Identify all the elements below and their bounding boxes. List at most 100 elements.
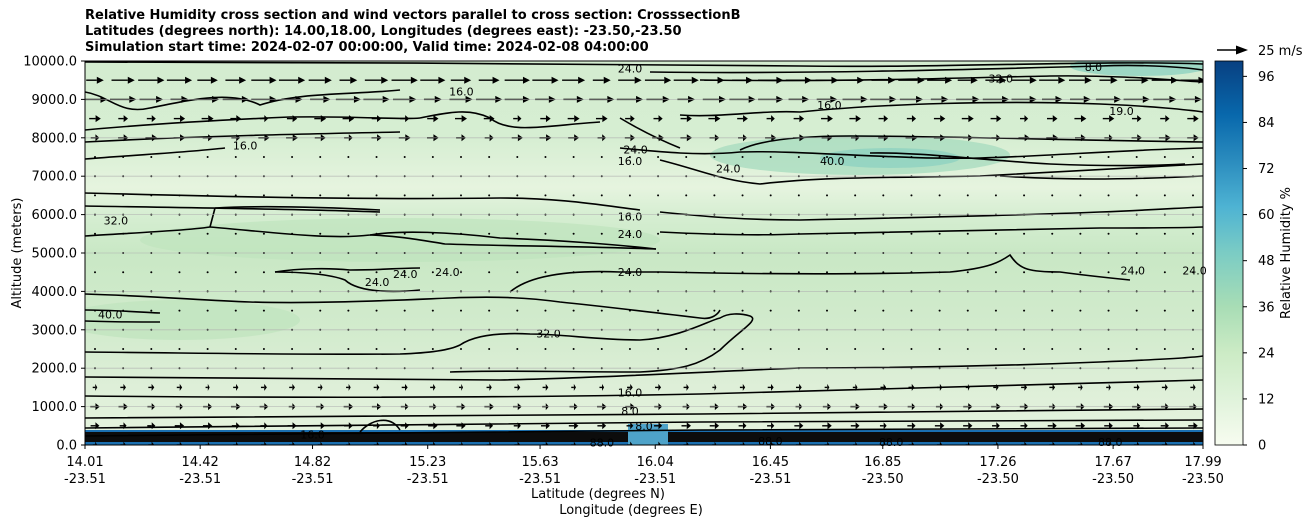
y-tick-label: 9000.0 — [32, 93, 78, 108]
wind-vector — [488, 194, 491, 197]
wind-vector — [319, 194, 322, 197]
wind-vector — [347, 232, 350, 235]
colorbar-gradient — [1214, 60, 1244, 446]
wind-reference-arrow — [1217, 45, 1248, 55]
wind-vector — [910, 194, 913, 197]
contour-label: 24.0 — [618, 228, 643, 241]
wind-vector-head — [489, 441, 492, 445]
wind-vector-head — [404, 383, 408, 391]
wind-vector-head — [742, 441, 746, 445]
wind-vector — [319, 232, 322, 235]
wind-vector-head — [714, 441, 717, 445]
wind-vector — [628, 271, 631, 274]
wind-vector-head — [827, 383, 830, 391]
wind-vector-head — [999, 76, 1007, 84]
wind-vector — [375, 348, 378, 350]
wind-vector — [1023, 232, 1026, 235]
wind-vector-head — [298, 76, 306, 84]
wind-vector — [1135, 309, 1138, 312]
wind-vector — [460, 232, 462, 235]
wind-vector — [826, 271, 828, 274]
wind-vector-head — [1024, 441, 1028, 445]
y-tick-label: 5000.0 — [32, 247, 78, 262]
x-tick-label-lon: -23.50 — [977, 472, 1019, 487]
wind-vector — [403, 348, 406, 350]
wind-vector — [1192, 232, 1194, 235]
wind-vector — [994, 348, 997, 350]
wind-vector — [516, 232, 519, 235]
contour-label: 88.0 — [879, 436, 904, 449]
y-tick-label: 1000.0 — [32, 400, 78, 415]
x-tick-label-lon: -23.51 — [407, 472, 449, 487]
colorbar-tick-label: 72 — [1258, 162, 1275, 177]
wind-vector — [966, 271, 969, 274]
wind-vector-head — [522, 76, 530, 84]
wind-vector — [544, 348, 547, 350]
wind-vector-head — [320, 441, 323, 445]
x-tick-label-lat: 16.45 — [752, 455, 789, 470]
wind-vector — [544, 271, 547, 274]
wind-vector-head — [714, 422, 720, 430]
wind-vector-head — [857, 76, 865, 84]
wind-vector — [685, 156, 688, 158]
wind-vector — [685, 309, 688, 312]
wind-vector-head — [1171, 76, 1179, 84]
wind-vector — [1192, 156, 1194, 158]
wind-vector — [150, 156, 153, 158]
wind-vector — [685, 232, 688, 235]
wind-vector — [544, 309, 547, 312]
wind-vector — [234, 309, 237, 312]
wind-vector-head — [1058, 76, 1066, 84]
wind-vector — [797, 194, 800, 197]
wind-vector-head — [1165, 422, 1169, 430]
wind-vector-head — [1052, 422, 1057, 430]
wind-vector — [291, 232, 294, 235]
wind-vector — [1163, 156, 1166, 158]
wind-vector-head — [1136, 441, 1140, 445]
wind-vector — [994, 232, 997, 235]
wind-vector — [516, 156, 519, 158]
wind-vector-head — [269, 76, 277, 84]
wind-vector-head — [658, 115, 663, 123]
x-tick-label-lat: 17.67 — [1095, 455, 1132, 470]
wind-vector-head — [658, 441, 662, 445]
colorbar-tick-label: 0 — [1258, 439, 1266, 454]
wind-vector-head — [123, 441, 126, 445]
wind-vector — [797, 348, 800, 350]
wind-vector-head — [1198, 76, 1203, 84]
wind-vector — [854, 271, 857, 274]
wind-vector — [994, 271, 997, 274]
wind-vector — [741, 271, 744, 274]
wind-vector-head — [404, 441, 408, 445]
wind-vector-head — [1165, 383, 1168, 391]
wind-vector — [347, 309, 350, 312]
wind-vector — [291, 309, 294, 312]
wind-vector-head — [770, 441, 774, 445]
contour-label: 40.0 — [820, 155, 845, 168]
title-line-2: Latitudes (degrees north): 14.00,18.00, … — [85, 24, 682, 39]
wind-vector-head — [664, 76, 672, 84]
wind-vector-head — [1080, 115, 1087, 123]
wind-vector — [882, 232, 885, 235]
wind-vector — [150, 348, 153, 350]
wind-vector-head — [405, 115, 410, 123]
wind-vector — [713, 232, 716, 235]
wind-vector-head — [799, 115, 805, 123]
wind-vector-head — [179, 441, 183, 445]
wind-vector-head — [157, 76, 165, 84]
wind-vector — [262, 232, 265, 235]
wind-vector-head — [742, 422, 747, 430]
wind-vector-head — [492, 76, 500, 84]
wind-vector — [966, 156, 969, 158]
wind-vector — [1079, 194, 1082, 197]
wind-vector — [431, 194, 434, 197]
wind-vector — [122, 309, 125, 312]
wind-vector — [966, 194, 969, 197]
wind-vector-head — [464, 76, 472, 84]
wind-vector-head — [574, 422, 579, 430]
wind-vector-head — [438, 76, 446, 84]
wind-vector — [122, 271, 125, 274]
wind-reference-label: 25 m/s — [1258, 44, 1303, 59]
wind-vector-head — [461, 422, 466, 430]
